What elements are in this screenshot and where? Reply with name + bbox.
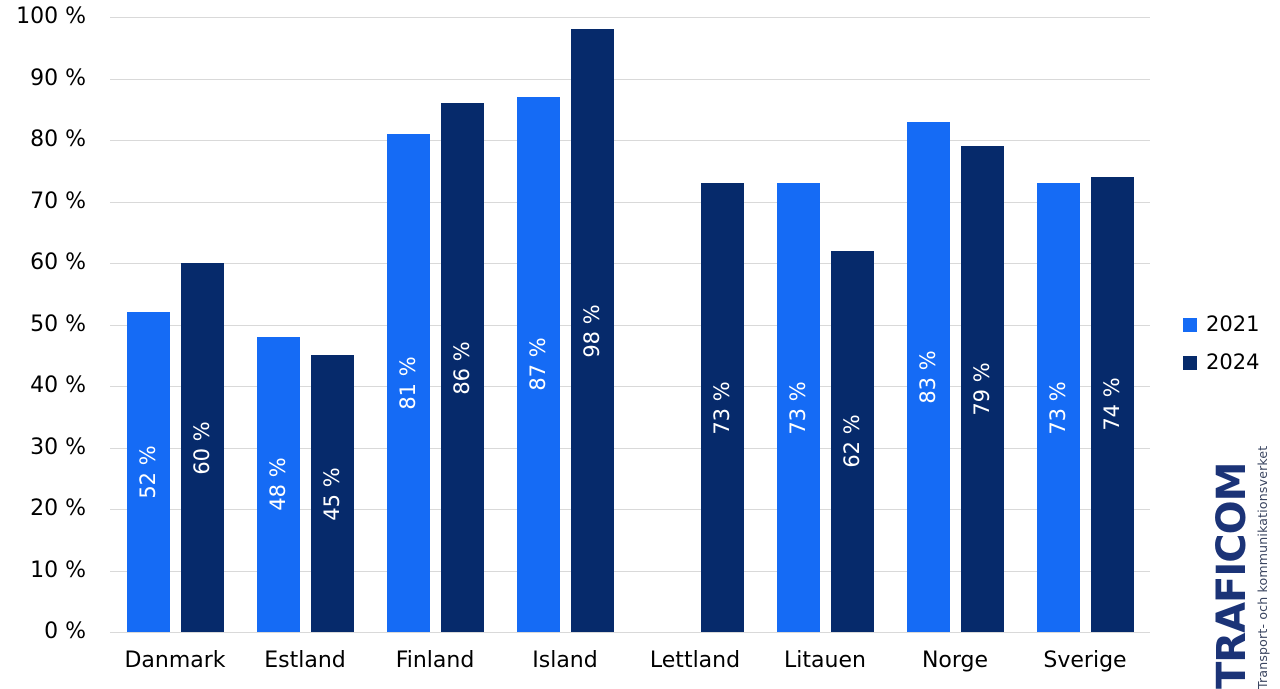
legend-label-2021: 2021 bbox=[1206, 312, 1260, 336]
gridline bbox=[110, 570, 1150, 572]
y-axis-tick: 70 % bbox=[30, 188, 86, 214]
bar-2021-island: 87 % bbox=[516, 96, 560, 632]
x-axis-label-island: Island bbox=[532, 648, 598, 673]
y-axis-tick: 20 % bbox=[30, 496, 86, 521]
plot-area: 52 % 60 % 48 % 45 % 81 % 86 % 87 % 98 % 73 % 73 %… bbox=[110, 17, 1150, 633]
gridline bbox=[110, 201, 1150, 203]
chart-legend: 2021 2024 bbox=[1183, 314, 1259, 390]
bar-value-label: 73 % bbox=[1046, 380, 1070, 435]
y-axis-tick: 30 % bbox=[30, 434, 86, 460]
x-axis-label-sverige: Sverige bbox=[1043, 648, 1127, 673]
legend-marker-2021 bbox=[1183, 317, 1197, 332]
y-axis-tick: 100 % bbox=[16, 4, 86, 29]
bar-2021-litauen: 73 % bbox=[776, 183, 820, 632]
gridline bbox=[110, 140, 1150, 141]
gridline bbox=[110, 386, 1150, 387]
bar-value-label: 83 % bbox=[916, 350, 940, 404]
bar-value-label: 48 % bbox=[266, 457, 290, 512]
y-axis-tick: 60 % bbox=[30, 250, 86, 275]
bar-2021-estland: 48 % bbox=[256, 336, 300, 632]
y-axis-tick: 10 % bbox=[30, 557, 86, 583]
bar-2024-estland: 45 % bbox=[310, 355, 354, 632]
bar-value-label: 81 % bbox=[396, 356, 420, 410]
y-axis-tick: 40 % bbox=[30, 373, 86, 398]
bar-value-label: 73 % bbox=[786, 380, 810, 435]
y-axis-tick: 80 % bbox=[30, 127, 86, 152]
legend-marker-2024 bbox=[1183, 355, 1197, 370]
bar-2024-finland: 86 % bbox=[440, 103, 484, 632]
gridline bbox=[110, 324, 1150, 326]
bar-value-label: 73 % bbox=[710, 380, 734, 435]
bar-value-label: 79 % bbox=[970, 362, 994, 416]
legend-item-2021: 2021 bbox=[1183, 314, 1259, 335]
traficom-logo-wordmark: TRAFICOM bbox=[1209, 462, 1255, 689]
bar-value-label: 98 % bbox=[580, 303, 604, 358]
gridline bbox=[110, 447, 1150, 449]
x-axis-label-litauen: Litauen bbox=[784, 648, 866, 673]
bar-2021-norge: 83 % bbox=[906, 121, 950, 632]
bar-2021-danmark: 52 % bbox=[126, 312, 170, 632]
bar-2024-danmark: 60 % bbox=[180, 263, 224, 632]
bar-2024-norge: 79 % bbox=[960, 146, 1004, 632]
x-axis-label-danmark: Danmark bbox=[124, 648, 226, 673]
gridline bbox=[110, 509, 1150, 510]
legend-label-2024: 2024 bbox=[1206, 350, 1260, 374]
bar-value-label: 87 % bbox=[526, 337, 550, 392]
legend-item-2024: 2024 bbox=[1183, 352, 1259, 373]
x-axis-label-estland: Estland bbox=[264, 648, 346, 673]
bar-value-label: 86 % bbox=[450, 340, 474, 395]
x-axis-label-norge: Norge bbox=[921, 648, 989, 673]
y-axis-tick: 90 % bbox=[30, 65, 86, 91]
gridline bbox=[110, 263, 1150, 264]
bar-2021-finland: 81 % bbox=[386, 133, 430, 632]
bar-2024-lettland: 73 % bbox=[700, 183, 744, 632]
y-axis-tick: 0 % bbox=[44, 619, 86, 644]
bar-value-label: 52 % bbox=[136, 445, 160, 499]
gridline bbox=[110, 78, 1150, 80]
bar-value-label: 62 % bbox=[840, 414, 864, 469]
bar-2024-island: 98 % bbox=[570, 29, 614, 632]
bar-value-label: 74 % bbox=[1100, 377, 1124, 432]
traficom-logo: TRAFICOM Transport- och kommunikationsve… bbox=[1209, 444, 1270, 689]
x-axis-label-finland: Finland bbox=[395, 648, 475, 673]
bar-value-label: 60 % bbox=[190, 420, 214, 475]
y-axis-tick: 50 % bbox=[30, 311, 86, 337]
gridline bbox=[110, 632, 1150, 633]
bar-value-label: 45 % bbox=[320, 466, 344, 521]
bar-2021-sverige: 73 % bbox=[1036, 183, 1080, 632]
x-axis-label-lettland: Lettland bbox=[649, 648, 741, 673]
gridline bbox=[110, 17, 1150, 18]
traficom-logo-subtitle: Transport- och kommunikationsverket bbox=[1255, 445, 1270, 689]
bar-2024-litauen: 62 % bbox=[830, 250, 874, 632]
bar-2024-sverige: 74 % bbox=[1090, 176, 1134, 632]
